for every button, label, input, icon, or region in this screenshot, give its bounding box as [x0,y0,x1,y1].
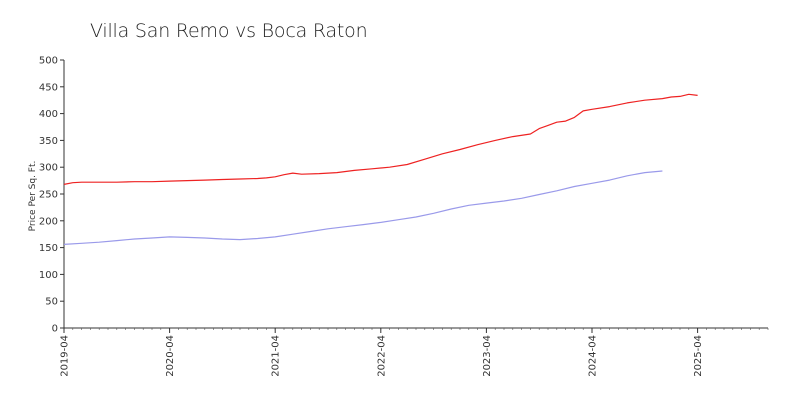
x-axis: 2019-04 2020-04 2021-04 2022-04 2023-04 2024-… [60,327,769,377]
x-tick-label: 2020-04 [165,335,176,377]
series-line-1 [63,93,698,185]
series-layer [63,93,698,245]
x-tick-label: 2023-04 [482,335,493,377]
y-axis-title: Price Per Sq. Ft. [28,161,38,232]
y-tick-label: 200 [39,216,58,227]
y-axis: 0 50 100 150 200 250 300 350 400 450 500 [39,56,65,335]
series-line-2 [63,170,663,245]
y-tick-label: 450 [39,82,58,93]
y-tick-label: 250 [39,190,58,201]
x-tick-label: 2024-04 [588,335,599,377]
y-tick-label: 350 [39,136,58,147]
x-tick-label: 2022-04 [376,335,387,377]
y-tick-label: 0 [52,324,58,335]
x-tick-label: 2019-04 [60,335,71,377]
y-tick-label: 50 [45,297,58,308]
y-tick-label: 100 [39,270,58,281]
y-tick-label: 300 [39,163,58,174]
y-tick-label: 400 [39,109,58,120]
x-tick-label: 2025-04 [693,335,704,377]
chart-title: Villa San Remo vs Boca Raton [90,20,368,42]
y-tick-label: 500 [39,56,58,67]
x-tick-label: 2021-04 [271,335,282,377]
y-tick-label: 150 [39,243,58,254]
